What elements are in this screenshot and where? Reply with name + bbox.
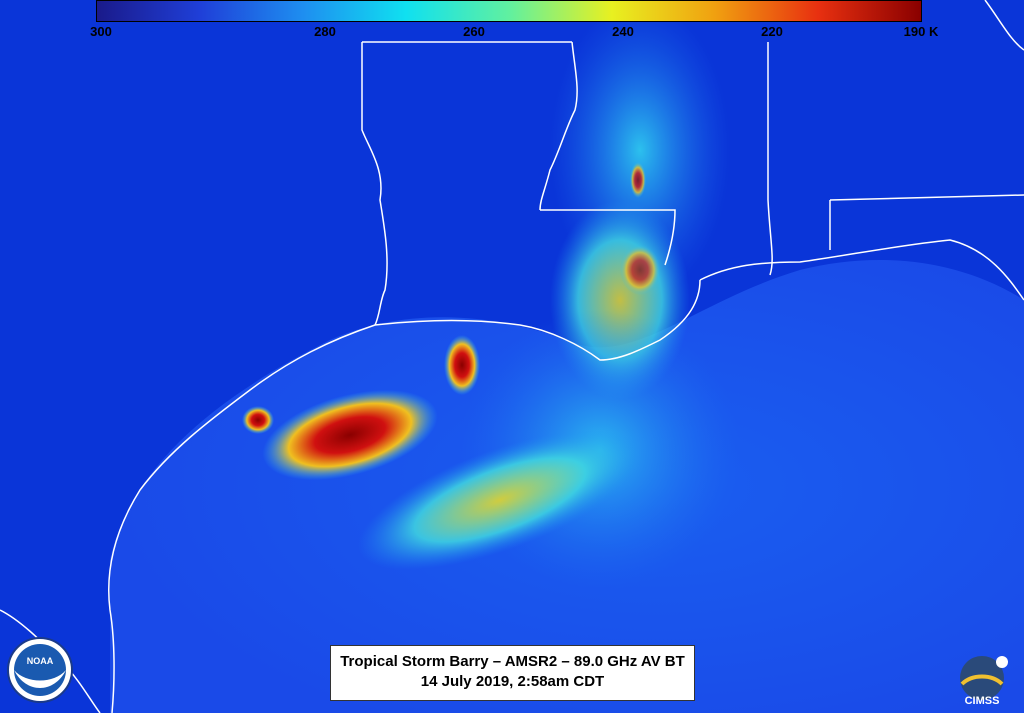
tick-240: 240 [612,24,634,39]
mississippi-river [539,41,578,211]
tick-260: 260 [463,24,485,39]
caption-date: 14 July 2019, 2:58am CDT [420,673,605,690]
tick-190: 190 K [903,24,939,39]
ms-al-border [767,42,773,276]
image-caption: Tropical Storm Barry – AMSR2 – 89.0 GHz … [330,645,695,701]
caption-title: Tropical Storm Barry – AMSR2 – 89.0 GHz … [340,653,685,670]
hot-core-1 [262,389,438,481]
color-scale-bar [96,0,922,22]
spiral-arc [358,430,642,570]
louisiana-ms-border [540,209,676,266]
svg-text:CIMSS: CIMSS [965,695,1000,707]
louisiana-west-border [361,42,388,326]
la-coast [374,279,701,361]
svg-text:NOAA: NOAA [27,656,54,666]
texas-coast [108,324,376,713]
tick-300: 300 [90,24,112,39]
hot-core-2 [444,335,480,395]
state-border-top-right [984,0,1024,51]
color-scale-ticks: 300 280 260 240 220 190 K [0,22,1024,42]
hot-core-3 [242,406,274,434]
tick-220: 220 [761,24,783,39]
noaa-logo: NOAA [7,637,73,703]
band-east-spot [620,245,660,295]
cimss-logo: CIMSS [960,656,1008,707]
al-fl-border [829,194,1024,201]
tick-280: 280 [314,24,336,39]
ms-al-fl-coast [699,239,1024,301]
band-ne-spot [630,162,646,198]
